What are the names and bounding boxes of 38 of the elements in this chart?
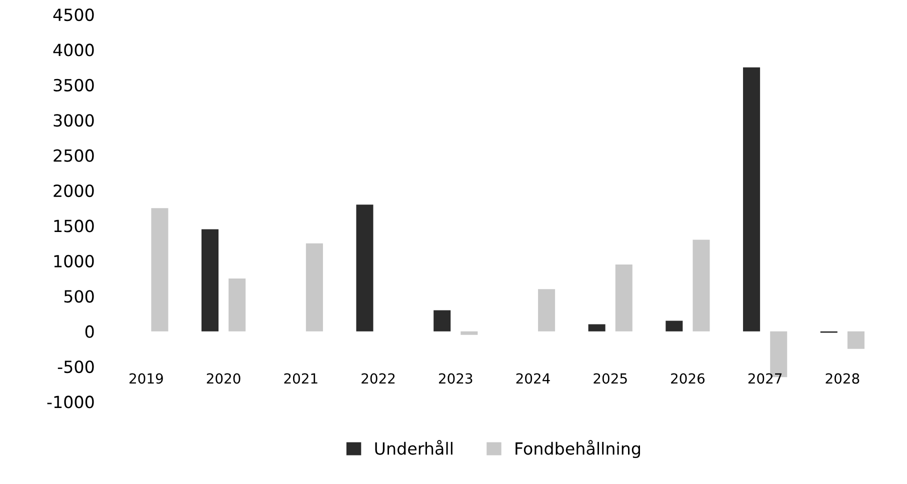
y-tick-label: 1000 <box>54 254 94 268</box>
bar <box>434 310 451 332</box>
bar <box>228 278 246 332</box>
y-tick-label: 4000 <box>53 44 94 56</box>
x-tick-label: 2020 <box>206 373 240 384</box>
x-tick-label: 2022 <box>362 373 395 384</box>
y-tick-label: 3500 <box>54 78 94 92</box>
x-tick-label: 2019 <box>130 373 163 384</box>
bar <box>847 331 864 349</box>
y-tick-label: 0 <box>85 325 94 338</box>
x-tick-label: 2027 <box>748 373 782 384</box>
legend-label: Underhåll <box>375 440 452 455</box>
x-tick-label: 2026 <box>671 373 705 384</box>
bar <box>538 289 556 332</box>
y-tick-label: 2000 <box>54 184 94 198</box>
legend-label: Fondbehållning <box>516 440 640 458</box>
x-tick-label: 2025 <box>594 373 627 384</box>
bar <box>743 67 760 332</box>
bar <box>202 229 219 332</box>
bar <box>588 324 606 332</box>
x-tick-label: 2024 <box>516 373 550 384</box>
y-tick-label: 2500 <box>54 149 94 162</box>
y-tick-label: 1500 <box>54 220 94 232</box>
bar <box>615 264 632 332</box>
y-tick-label: 500 <box>64 290 94 303</box>
y-tick-label: -500 <box>58 360 94 374</box>
y-tick-label: 4500 <box>53 8 94 22</box>
bar <box>306 243 323 332</box>
x-tick-label: 2021 <box>284 373 318 384</box>
bar <box>692 240 710 332</box>
bar <box>460 331 478 335</box>
bar <box>666 320 683 332</box>
y-tick-label: -1000 <box>47 396 94 408</box>
x-tick-label: 2023 <box>438 373 472 384</box>
bar <box>151 208 168 332</box>
bar <box>356 204 374 332</box>
x-tick-label: 2028 <box>826 373 860 384</box>
y-tick-label: 3000 <box>54 114 94 127</box>
